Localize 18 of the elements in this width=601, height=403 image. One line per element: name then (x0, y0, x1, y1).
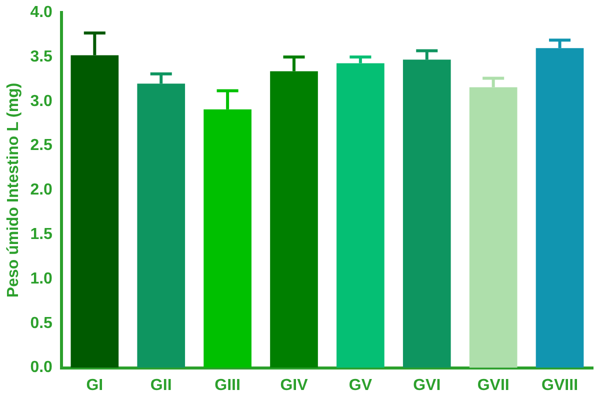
y-tick-label: 0.0 (30, 359, 53, 376)
y-tick-label: 2.0 (30, 182, 53, 199)
y-axis-title: Peso úmido Intestino L (mg) (5, 82, 22, 298)
x-tick-label: GIII (214, 376, 240, 394)
x-tick-label: GV (348, 376, 372, 394)
x-tick-label: GVII (477, 376, 510, 394)
x-tick-label: GIV (280, 376, 308, 394)
x-tick-label: GII (150, 376, 172, 394)
y-tick-label: 4.0 (30, 4, 53, 22)
x-tick-label: GVIII (542, 376, 578, 394)
y-tick-label: 3.5 (30, 48, 53, 66)
y-tick-label: 2.5 (30, 137, 53, 154)
y-tick-label: 1.5 (30, 226, 53, 244)
y-tick-label: 0.5 (30, 314, 53, 332)
x-tick-label: GVI (413, 376, 441, 394)
y-tick-label: 3.0 (30, 92, 53, 110)
x-tick-label: GI (86, 376, 104, 394)
y-tick-label: 1.0 (30, 270, 53, 288)
